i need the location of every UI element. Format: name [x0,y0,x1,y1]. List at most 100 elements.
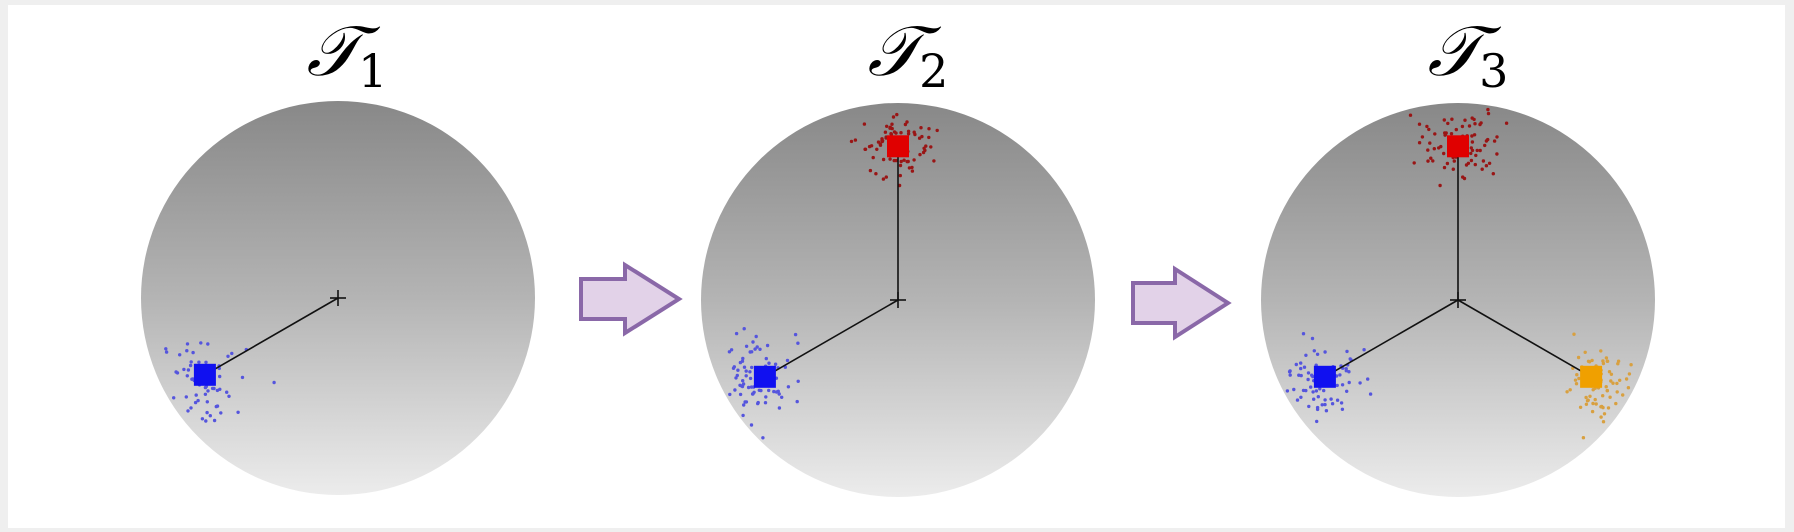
sample-point [882,158,885,161]
sample-point [1307,371,1310,374]
sample-point [195,393,198,396]
sample-point [1505,122,1508,125]
sample-point [759,389,762,392]
sample-point [1572,333,1575,336]
sample-point [1295,363,1298,366]
sample-point [911,169,914,172]
sample-point [893,159,896,162]
sample-point [924,144,927,147]
sample-point [1488,162,1491,165]
sample-point [1574,379,1577,382]
sample-point [733,388,736,391]
sample-point [197,361,200,364]
sample-point [1495,152,1498,155]
sample-point [1605,385,1608,388]
sample-point [1438,184,1441,187]
sample-point [796,400,799,403]
sample-point [881,139,884,142]
sample-point [236,411,239,414]
sample-point [755,335,758,338]
sample-point [1427,128,1430,131]
sample-point [1607,406,1610,409]
sample-point [745,369,748,372]
sample-point [190,360,193,363]
sample-point [751,340,754,343]
sample-point [1302,389,1305,392]
sample-point [1473,122,1476,125]
sample-point [1300,374,1303,377]
sample-point [890,123,893,126]
sample-point [1481,168,1484,171]
sample-point [794,333,797,336]
sample-point [1443,118,1446,121]
sample-point [910,166,913,169]
sample-point [1341,408,1344,411]
sample-point [1336,384,1339,387]
sample-point [742,382,745,385]
sample-point [1614,402,1617,405]
sample-point [1605,356,1608,359]
sample-point [1444,133,1447,136]
sample-point [741,357,744,360]
sample-point [206,389,209,392]
sample-point [219,411,222,414]
sample-point [1628,372,1631,375]
leaf-marker-blue [194,364,216,386]
sample-point [1306,378,1309,381]
sample-point [1425,125,1428,128]
leaf-marker-blue [1314,366,1336,388]
sample-point [1579,406,1582,409]
panel-2 [701,103,1095,497]
sample-point [850,140,853,143]
sample-point [218,375,221,378]
sample-point [918,153,921,156]
sample-point [1584,351,1587,354]
sample-point [869,169,872,172]
sample-point [1322,389,1325,392]
sample-point [194,401,197,404]
sample-point [1302,332,1305,335]
sample-point [919,126,922,129]
sample-point [1292,388,1295,391]
sample-point [1617,360,1620,363]
sample-point [172,396,175,399]
sample-point [164,347,167,350]
sample-point [201,417,204,420]
sample-point [927,127,930,130]
sample-point [741,414,744,417]
sample-point [732,367,735,370]
sample-point [205,411,208,414]
sample-point [1313,349,1316,352]
sample-point [1627,386,1630,389]
sample-point [1609,379,1612,382]
sample-point [1316,353,1319,356]
sample-point [761,436,764,439]
sample-point [892,115,895,118]
sample-point [885,175,888,178]
sample-point [1413,161,1416,164]
arrow-right-1 [581,265,679,333]
sample-point [182,368,185,371]
sample-point [1629,363,1632,366]
sample-point [1345,367,1348,370]
sample-point [1362,348,1365,351]
sample-point [226,355,229,358]
sample-point [753,347,756,350]
sample-point [747,386,750,389]
sample-point [741,379,744,382]
sample-point [774,363,777,366]
sample-point [1603,412,1606,415]
sample-point [165,350,168,353]
sample-point [1315,389,1318,392]
sample-point [1601,394,1604,397]
sample-point [218,388,221,391]
sample-point [1474,163,1477,166]
sample-point [745,374,748,377]
sample-point [1345,350,1348,353]
sample-point [750,350,753,353]
sample-point [902,159,905,162]
sample-point [1585,403,1588,406]
sample-point [739,393,742,396]
sample-point [764,395,767,398]
sample-point [1602,420,1605,423]
